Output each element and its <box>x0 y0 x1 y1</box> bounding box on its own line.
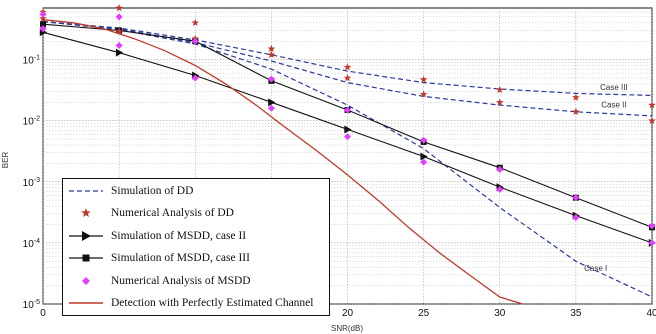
legend-label: Simulation of MSDD, case II <box>111 229 247 242</box>
msdd-analysis-marker <box>420 136 428 144</box>
msdd-analysis-marker <box>191 37 199 45</box>
msdd-case2-marker <box>420 152 428 161</box>
case-annotation: Case III <box>600 83 628 92</box>
x-tick-label: 30 <box>494 308 506 319</box>
dd-analysis-marker <box>572 107 580 115</box>
msdd-analysis-marker <box>267 104 275 112</box>
msdd-analysis-marker <box>420 158 428 166</box>
msdd-case2-marker <box>344 125 352 134</box>
legend-label: Detection with Perfectly Estimated Chann… <box>111 297 314 309</box>
y-tick-label: 10-1 <box>23 55 40 67</box>
dd-analysis-marker <box>419 75 428 83</box>
legend-entry: Detection with Perfectly Estimated Chann… <box>67 295 313 312</box>
msdd-case2-marker <box>115 48 124 57</box>
dd-analysis-marker <box>191 18 200 27</box>
legend-entry: Numerical Analysis of MSDD <box>67 272 251 289</box>
case-annotation: Case I <box>584 264 607 273</box>
dd-analysis-marker <box>267 50 276 58</box>
legend-entry: Simulation of DD <box>67 182 193 199</box>
msdd-analysis-marker <box>648 222 656 230</box>
dd-analysis-marker <box>343 74 352 82</box>
legend-symbol <box>67 206 105 220</box>
legend-label: Simulation of MSDD, case III <box>111 252 250 264</box>
x-tick-label: 0 <box>40 308 46 319</box>
dd-analysis-marker <box>648 116 656 124</box>
dd-analysis-marker <box>572 93 580 101</box>
legend-entry: Numerical Analysis of DD <box>67 205 234 222</box>
legend-symbol <box>67 184 105 198</box>
msdd-case3-marker <box>40 21 46 28</box>
case-annotation: Case II <box>601 100 626 109</box>
dd-analysis-marker <box>267 44 276 53</box>
x-tick-label: 20 <box>342 308 354 319</box>
dd-analysis-marker <box>419 90 428 98</box>
dd-simulation-line <box>42 21 653 298</box>
dd-analysis-marker <box>495 98 504 106</box>
msdd-analysis-marker <box>572 194 580 202</box>
x-tick-label: 35 <box>570 308 582 319</box>
legend-symbol <box>67 296 105 310</box>
x-axis-label: SNR(dB) <box>331 324 363 333</box>
legend-symbol <box>67 229 105 243</box>
dd-analysis-marker <box>115 27 123 35</box>
legend-symbol <box>67 251 105 265</box>
msdd-case2-marker <box>268 98 276 107</box>
series-layer <box>39 4 656 305</box>
legend-label: Numerical Analysis of DD <box>111 207 234 219</box>
dd-analysis-marker <box>343 63 352 71</box>
msdd-analysis-marker <box>115 42 123 50</box>
msdd-analysis-marker <box>344 133 351 141</box>
dd-analysis-marker <box>495 85 504 94</box>
y-tick-label: 10-5 <box>23 299 40 311</box>
y-axis-label: BER <box>1 152 10 169</box>
legend-entry: Simulation of MSDD, case II <box>67 227 246 244</box>
msdd-analysis-marker <box>115 13 123 21</box>
legend: Simulation of DD Numerical Analysis of DD… <box>62 178 330 316</box>
msdd-analysis-marker <box>496 165 504 173</box>
msdd-analysis-marker <box>648 239 656 247</box>
y-tick-label: 10-3 <box>23 177 40 189</box>
perfect-channel-line <box>42 19 523 305</box>
x-tick-label: 40 <box>646 308 656 319</box>
legend-symbol <box>67 274 105 288</box>
y-tick-label: 10-2 <box>23 116 40 128</box>
legend-entry: Simulation of MSDD, case III <box>67 250 250 267</box>
msdd-analysis-marker <box>496 185 504 193</box>
legend-label: Numerical Analysis of MSDD <box>111 274 251 287</box>
x-tick-label: 25 <box>418 308 430 319</box>
dd-analysis-marker <box>648 101 656 109</box>
y-tick-label: 10-4 <box>23 238 40 250</box>
msdd-analysis-marker <box>39 25 47 33</box>
legend-label: Simulation of DD <box>111 184 194 197</box>
dd-simulation-line <box>42 21 653 117</box>
msdd-analysis-marker <box>344 106 351 114</box>
msdd-analysis-marker <box>191 74 199 82</box>
dd-simulation-line <box>42 21 653 96</box>
msdd-analysis-marker <box>572 214 580 222</box>
msdd-analysis-marker <box>267 75 275 83</box>
dd-analysis-marker <box>39 14 47 22</box>
dd-analysis-marker <box>115 4 123 12</box>
msdd-analysis-marker <box>39 10 47 18</box>
annotations: Case III Case II Case I <box>584 83 628 273</box>
